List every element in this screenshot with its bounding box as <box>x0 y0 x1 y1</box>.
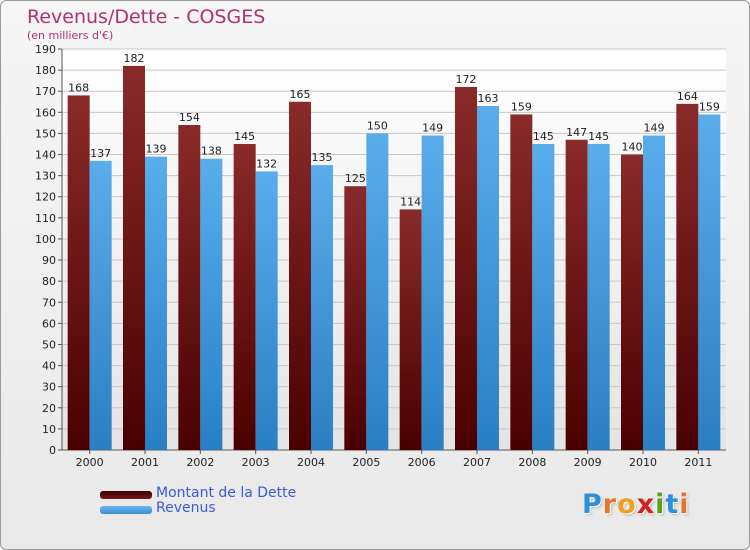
y-tick-label: 20 <box>42 402 56 415</box>
logo-letter: i <box>679 489 690 520</box>
data-label-dette: 145 <box>234 130 255 143</box>
chart-subtitle: (en milliers d'€) <box>27 29 114 42</box>
logo-letter: r <box>602 489 618 520</box>
y-tick-label: 190 <box>35 43 56 56</box>
data-label-revenus: 145 <box>533 130 554 143</box>
bar-dette <box>344 186 367 450</box>
y-tick-label: 150 <box>35 127 56 140</box>
y-tick-label: 10 <box>42 423 56 436</box>
data-label-revenus: 163 <box>478 92 499 105</box>
data-label-dette: 182 <box>124 52 145 65</box>
data-label-dette: 147 <box>566 126 587 139</box>
bar-revenus <box>421 135 444 450</box>
legend-swatch-revenus <box>100 506 152 514</box>
data-label-revenus: 138 <box>201 145 222 158</box>
bar-dette <box>621 154 643 451</box>
logo-letter: t <box>665 489 680 520</box>
bar-revenus <box>366 133 389 450</box>
y-tick-label: 60 <box>42 317 56 330</box>
data-label-dette: 164 <box>677 90 698 103</box>
logo-letter: x <box>636 489 656 520</box>
data-label-dette: 172 <box>456 73 477 86</box>
y-tick-label: 180 <box>35 64 56 77</box>
x-tick-label: 2003 <box>242 456 270 469</box>
proxiti-logo: Proxiti <box>582 489 690 520</box>
logo-letter: o <box>617 489 637 520</box>
legend-label-dette: Montant de la Dette <box>156 485 297 501</box>
data-label-dette: 168 <box>68 81 89 94</box>
y-tick-label: 160 <box>35 106 56 119</box>
x-tick-label: 2000 <box>76 456 104 469</box>
data-label-dette: 154 <box>179 111 200 124</box>
y-tick-label: 50 <box>42 338 56 351</box>
y-tick-label: 120 <box>35 191 56 204</box>
bar-revenus <box>477 105 499 451</box>
y-tick-label: 40 <box>42 360 56 373</box>
data-label-dette: 140 <box>622 141 643 154</box>
x-tick-label: 2006 <box>408 456 436 469</box>
data-label-revenus: 149 <box>644 122 665 135</box>
y-tick-label: 80 <box>42 275 56 288</box>
y-tick-label: 70 <box>42 296 56 309</box>
bar-dette <box>289 101 311 451</box>
bar-dette <box>455 86 477 450</box>
x-tick-label: 2007 <box>463 456 491 469</box>
bar-revenus <box>587 143 610 450</box>
data-label-dette: 114 <box>400 195 421 208</box>
bar-revenus <box>698 114 721 450</box>
x-tick-label: 2005 <box>352 456 380 469</box>
data-label-dette: 125 <box>345 172 366 185</box>
bar-dette <box>123 65 145 450</box>
y-tick-label: 130 <box>35 170 56 183</box>
y-tick-label: 170 <box>35 85 56 98</box>
data-label-revenus: 145 <box>588 130 609 143</box>
legend-swatch-dette <box>100 491 152 499</box>
bar-revenus <box>643 135 665 450</box>
plot-area <box>62 49 726 450</box>
y-tick-label: 30 <box>42 381 56 394</box>
legend-label-revenus: Revenus <box>156 500 216 516</box>
bar-dette <box>510 114 533 450</box>
x-tick-label: 2009 <box>574 456 602 469</box>
data-label-revenus: 159 <box>699 100 720 113</box>
bar-revenus <box>145 156 167 450</box>
data-label-revenus: 132 <box>256 157 277 170</box>
y-tick-label: 100 <box>35 233 56 246</box>
bar-revenus <box>255 171 278 450</box>
x-tick-label: 2011 <box>684 456 712 469</box>
bar-revenus <box>200 158 223 450</box>
bar-revenus <box>311 165 333 450</box>
bar-dette <box>565 139 588 450</box>
y-tick-label: 140 <box>35 149 56 162</box>
bar-dette <box>399 209 422 450</box>
x-tick-label: 2002 <box>186 456 214 469</box>
x-tick-label: 2004 <box>297 456 325 469</box>
data-label-revenus: 150 <box>367 119 388 132</box>
y-tick-label: 90 <box>42 254 56 267</box>
data-label-revenus: 149 <box>422 122 443 135</box>
logo-letter: P <box>582 489 603 520</box>
bar-revenus <box>532 143 555 450</box>
logo-letter: i <box>655 489 666 520</box>
y-tick-label: 0 <box>49 444 56 457</box>
bar-dette <box>178 124 201 451</box>
chart-title: Revenus/Dette - COSGES <box>27 6 266 28</box>
bar-dette <box>676 103 699 450</box>
x-tick-label: 2001 <box>131 456 159 469</box>
y-tick-label: 110 <box>35 212 56 225</box>
data-label-revenus: 135 <box>312 151 333 164</box>
bar-dette <box>67 95 90 450</box>
data-label-revenus: 139 <box>146 143 167 156</box>
data-label-dette: 165 <box>290 88 311 101</box>
x-tick-label: 2008 <box>518 456 546 469</box>
bar-revenus <box>89 160 112 450</box>
data-label-revenus: 137 <box>90 147 111 160</box>
bar-dette <box>233 143 256 450</box>
data-label-dette: 159 <box>511 100 532 113</box>
x-tick-label: 2010 <box>629 456 657 469</box>
